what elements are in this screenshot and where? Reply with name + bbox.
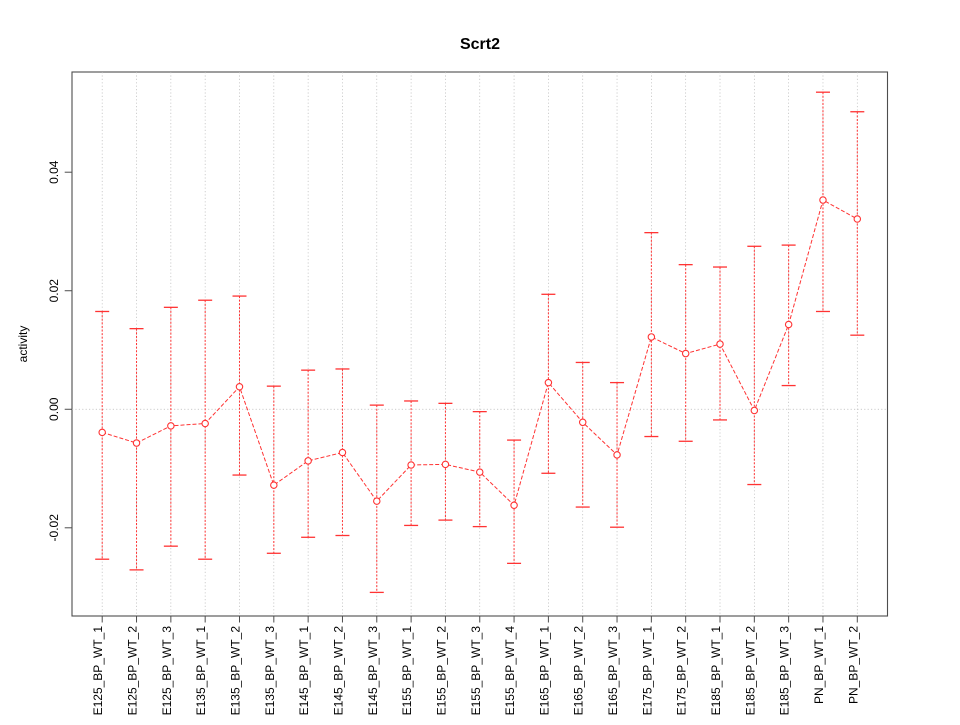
svg-text:E125_BP_WT_2: E125_BP_WT_2 [126, 626, 140, 716]
svg-text:E185_BP_WT_3: E185_BP_WT_3 [778, 626, 792, 716]
svg-text:E135_BP_WT_3: E135_BP_WT_3 [263, 626, 277, 716]
svg-text:E145_BP_WT_2: E145_BP_WT_2 [331, 626, 345, 716]
svg-text:E135_BP_WT_1: E135_BP_WT_1 [194, 626, 208, 716]
svg-text:E185_BP_WT_1: E185_BP_WT_1 [709, 626, 723, 716]
svg-text:Scrt2: Scrt2 [460, 36, 500, 53]
svg-text:0.04: 0.04 [47, 160, 61, 184]
svg-text:activity: activity [16, 326, 30, 363]
svg-text:E135_BP_WT_2: E135_BP_WT_2 [228, 626, 242, 716]
svg-text:PN_BP_WT_2: PN_BP_WT_2 [846, 626, 860, 704]
svg-text:E155_BP_WT_2: E155_BP_WT_2 [434, 626, 448, 716]
svg-text:PN_BP_WT_1: PN_BP_WT_1 [812, 626, 826, 704]
svg-text:E165_BP_WT_1: E165_BP_WT_1 [537, 626, 551, 716]
svg-text:E155_BP_WT_4: E155_BP_WT_4 [503, 626, 517, 716]
svg-text:-0.02: -0.02 [47, 514, 61, 542]
svg-text:E185_BP_WT_2: E185_BP_WT_2 [743, 626, 757, 716]
svg-text:E165_BP_WT_2: E165_BP_WT_2 [572, 626, 586, 716]
svg-text:0.02: 0.02 [47, 279, 61, 303]
svg-text:0.00: 0.00 [47, 397, 61, 421]
svg-text:E145_BP_WT_3: E145_BP_WT_3 [366, 626, 380, 716]
svg-text:E155_BP_WT_3: E155_BP_WT_3 [469, 626, 483, 716]
svg-text:E145_BP_WT_1: E145_BP_WT_1 [297, 626, 311, 716]
svg-text:E175_BP_WT_2: E175_BP_WT_2 [675, 626, 689, 716]
svg-text:E155_BP_WT_1: E155_BP_WT_1 [400, 626, 414, 716]
svg-text:E165_BP_WT_3: E165_BP_WT_3 [606, 626, 620, 716]
svg-text:E125_BP_WT_1: E125_BP_WT_1 [91, 626, 105, 716]
svg-text:E175_BP_WT_1: E175_BP_WT_1 [640, 626, 654, 716]
svg-text:E125_BP_WT_3: E125_BP_WT_3 [160, 626, 174, 716]
